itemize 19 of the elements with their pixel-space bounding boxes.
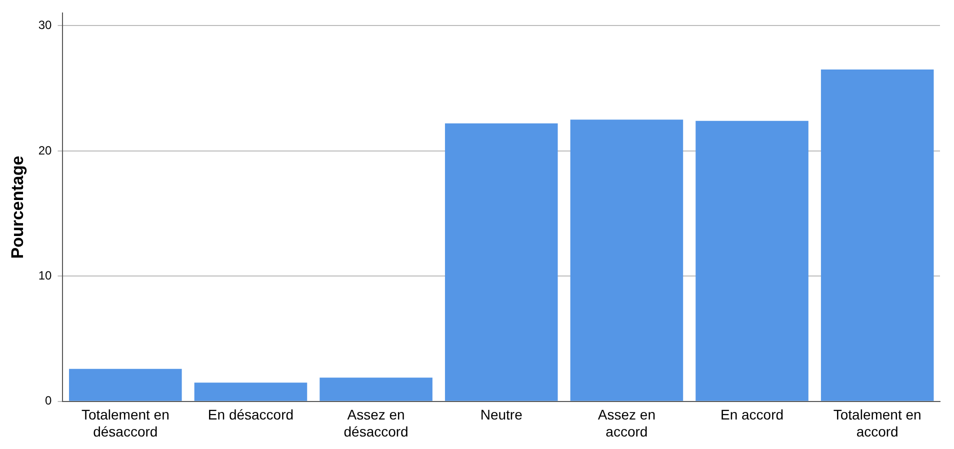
- x-tick-label: Totalement en accord: [833, 406, 922, 440]
- x-tick-label: En désaccord: [208, 406, 294, 423]
- y-tick-label: 10: [38, 268, 52, 282]
- bar: [444, 123, 558, 401]
- y-axis-title: Pourcentage: [8, 156, 27, 259]
- x-tick-label: Assez en accord: [598, 406, 656, 440]
- bar: [320, 378, 432, 401]
- y-tick-label: 0: [45, 394, 52, 408]
- bar: [69, 368, 182, 401]
- x-tick-label: Totalement en désaccord: [81, 406, 170, 440]
- x-tick-label: Assez en désaccord: [344, 406, 408, 440]
- x-tick-label: En accord: [720, 406, 784, 423]
- bar: [820, 70, 934, 401]
- x-tick-label: Neutre: [480, 406, 523, 423]
- y-tick-label: 30: [38, 18, 52, 32]
- bar: [194, 382, 308, 401]
- y-tick-label: 20: [38, 143, 52, 158]
- bar: [696, 120, 808, 401]
- bar: [570, 120, 684, 401]
